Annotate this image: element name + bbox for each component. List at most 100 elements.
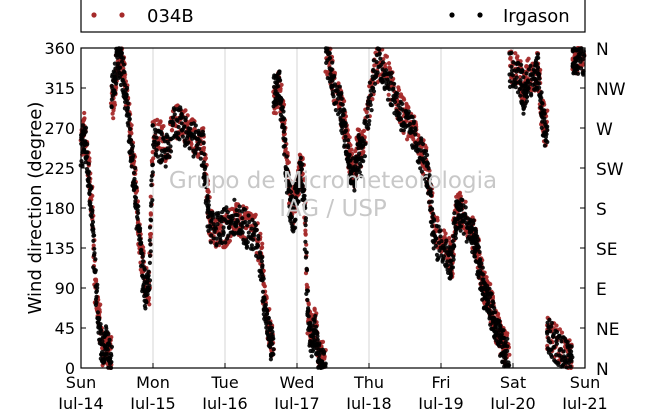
point-034b (386, 61, 392, 66)
point-irgason (281, 117, 286, 122)
point-irgason (547, 317, 552, 322)
point-irgason (206, 203, 211, 208)
point-irgason (576, 71, 581, 76)
point-irgason (311, 347, 316, 352)
point-034b (150, 150, 155, 155)
point-irgason (356, 133, 361, 138)
point-irgason (136, 204, 141, 209)
point-irgason (420, 141, 425, 147)
point-irgason (343, 121, 348, 126)
point-034b (518, 75, 523, 80)
point-034b (112, 100, 117, 105)
point-irgason (302, 197, 307, 202)
point-irgason (323, 362, 328, 367)
point-irgason (409, 126, 414, 131)
point-irgason (305, 297, 310, 303)
point-irgason (551, 331, 557, 336)
point-irgason (186, 140, 191, 145)
point-irgason (537, 72, 542, 77)
point-034b (312, 307, 317, 312)
point-irgason (243, 219, 248, 225)
point-irgason (505, 344, 510, 349)
point-034b (505, 331, 510, 336)
point-034b (82, 116, 87, 121)
point-irgason (148, 242, 153, 247)
point-irgason (565, 340, 570, 345)
point-irgason (135, 216, 140, 221)
point-irgason (365, 114, 370, 119)
point-irgason (542, 143, 548, 148)
legend-label-irgason: Irgason (503, 6, 570, 27)
point-irgason (291, 206, 296, 211)
point-034b (457, 190, 463, 195)
point-irgason (330, 60, 335, 65)
point-irgason (202, 152, 207, 157)
point-irgason (276, 84, 281, 89)
point-irgason (147, 225, 153, 230)
point-irgason (259, 259, 264, 264)
point-irgason (232, 197, 237, 202)
point-irgason (170, 115, 176, 120)
point-irgason (347, 152, 352, 157)
point-irgason (362, 154, 367, 159)
point-irgason (237, 204, 242, 209)
point-irgason (90, 210, 95, 215)
point-irgason (395, 91, 400, 96)
point-irgason (166, 141, 171, 146)
point-irgason (125, 107, 130, 112)
point-irgason (150, 198, 155, 203)
point-irgason (327, 56, 332, 61)
x-tick-date-7: Jul-21 (561, 394, 607, 409)
point-irgason (113, 75, 118, 81)
point-irgason (521, 111, 526, 116)
point-irgason (354, 176, 359, 181)
point-034b (398, 92, 404, 97)
point-irgason (366, 126, 371, 131)
point-irgason (104, 326, 109, 331)
point-irgason (450, 239, 455, 244)
point-034b (484, 275, 489, 280)
point-irgason (389, 70, 394, 76)
point-irgason (513, 80, 519, 85)
point-irgason (413, 128, 418, 133)
point-irgason (487, 286, 492, 291)
point-irgason (220, 240, 225, 246)
point-irgason (246, 230, 251, 235)
point-irgason (327, 51, 332, 56)
point-irgason (302, 187, 307, 192)
point-irgason (536, 55, 541, 61)
point-irgason (176, 131, 181, 136)
point-034b (305, 285, 310, 290)
point-irgason (501, 328, 506, 333)
point-irgason (548, 340, 553, 345)
point-irgason (83, 129, 88, 134)
point-irgason (252, 233, 257, 238)
point-irgason (226, 225, 232, 230)
point-irgason (329, 67, 334, 72)
point-irgason (168, 149, 174, 154)
point-irgason (86, 169, 91, 174)
point-irgason (235, 218, 240, 223)
point-034b (111, 116, 116, 121)
point-034b (364, 110, 369, 115)
legend-marker-034b-1 (91, 12, 97, 18)
point-irgason (127, 116, 132, 122)
point-irgason (86, 161, 91, 166)
point-034b (253, 212, 258, 217)
point-irgason (150, 162, 155, 167)
point-irgason (342, 144, 347, 149)
point-irgason (260, 289, 266, 294)
point-irgason (492, 306, 497, 311)
point-irgason (476, 245, 481, 250)
point-irgason (145, 274, 151, 279)
point-irgason (179, 111, 184, 117)
point-irgason (133, 181, 138, 186)
point-irgason (476, 275, 481, 280)
point-irgason (141, 284, 146, 289)
point-irgason (266, 315, 271, 320)
point-034b (349, 147, 354, 152)
point-irgason (358, 164, 363, 169)
point-irgason (419, 148, 424, 153)
point-irgason (487, 294, 493, 300)
